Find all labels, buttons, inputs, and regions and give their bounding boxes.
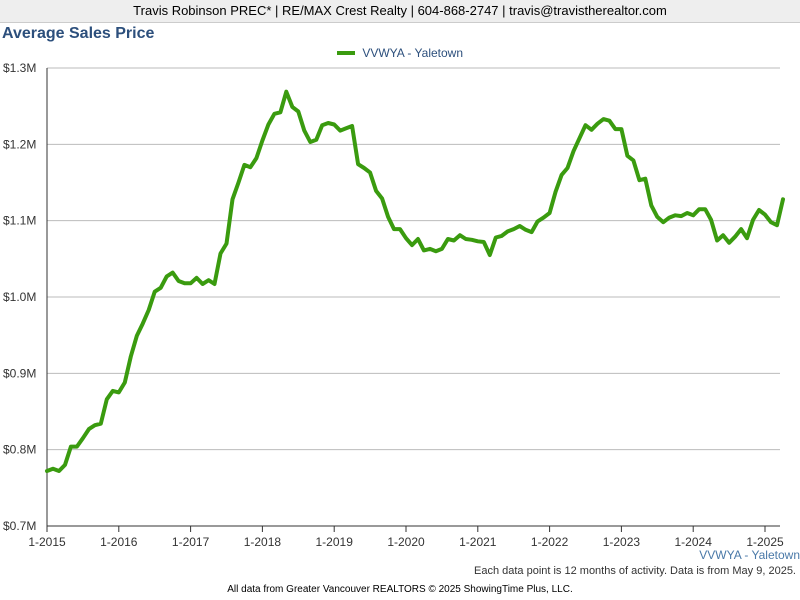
y-tick-label: $1.0M [3,290,36,304]
line-chart: $0.7M $0.8M $0.9M $1.0M $1.1M $1.2M $1.3M 1-20… [3,61,785,549]
agent-header-bar: Travis Robinson PREC* | RE/MAX Crest Rea… [0,0,800,23]
x-tick-label: 1-2018 [244,535,282,549]
chart-title: Average Sales Price [2,25,155,42]
agent-contact-line: Travis Robinson PREC* | RE/MAX Crest Rea… [133,3,667,18]
y-tick-label: $0.7M [3,519,36,533]
x-tick-label: 1-2021 [459,535,497,549]
y-tick-label: $1.1M [3,214,36,228]
x-tick-label: 1-2016 [100,535,138,549]
y-axis-tick-labels: $0.7M $0.8M $0.9M $1.0M $1.1M $1.2M $1.3M [3,61,36,533]
legend-swatch [336,50,355,55]
y-tick-label: $1.2M [3,137,36,151]
x-tick-label: 1-2017 [172,535,210,549]
x-tick-label: 1-2015 [28,535,66,549]
chart-legend[interactable]: VVWYA - Yaletown [0,46,800,62]
y-tick-label: $1.3M [3,61,36,75]
x-tick-label: 1-2025 [746,535,784,549]
data-footnote: Each data point is 12 months of activity… [473,565,796,577]
series-layer [45,89,785,473]
copyright-notice: All data from Greater Vancouver REALTORS… [227,584,573,595]
x-tick-label: 1-2019 [316,535,354,549]
axes [46,68,780,532]
legend-series-name: VVWYA - Yaletown [362,46,464,60]
series-line-yaletown[interactable] [45,89,785,473]
x-axis-tick-labels: 1-2015 1-2016 1-2017 1-2018 1-2019 1-2020 1-20… [28,535,784,549]
y-tick-label: $0.8M [3,443,36,457]
x-tick-label: 1-2022 [531,535,569,549]
y-tick-label: $0.9M [3,366,36,380]
x-tick-label: 1-2023 [603,535,641,549]
x-axis-series-label: VVWYA - Yaletown [699,548,800,562]
x-tick-label: 1-2024 [675,535,713,549]
grid-lines [47,67,780,451]
x-tick-label: 1-2020 [387,535,425,549]
